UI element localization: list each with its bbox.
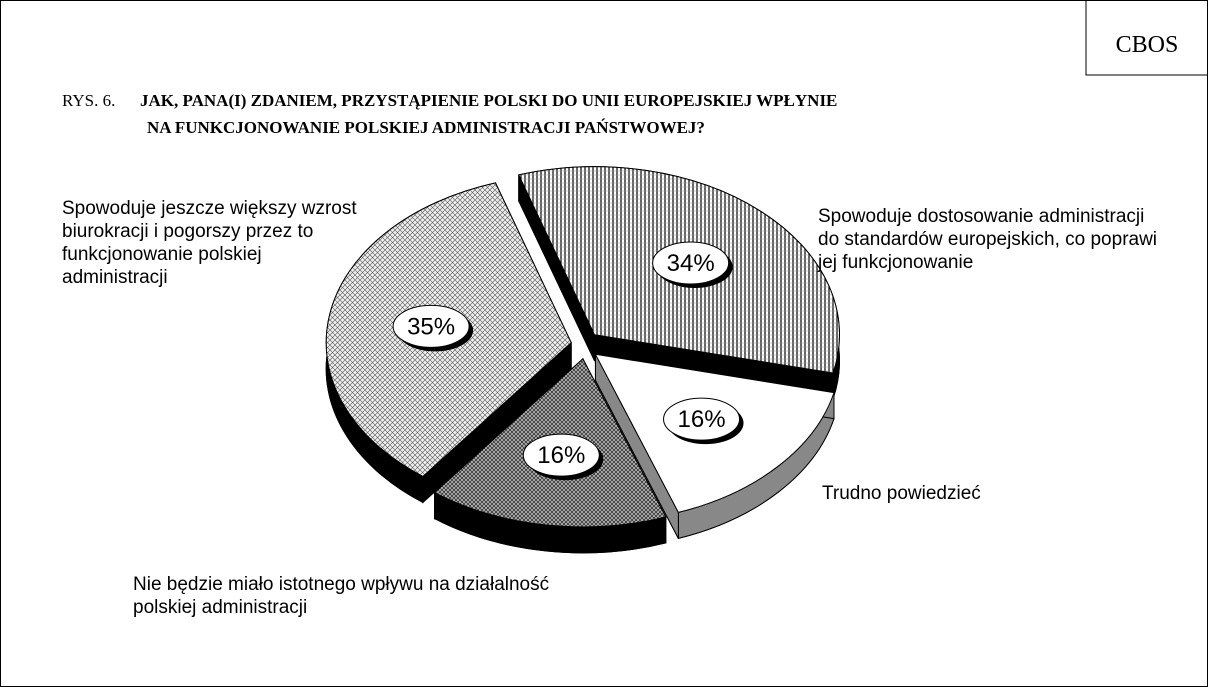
category-label: Trudno powiedzieć — [822, 483, 981, 504]
title: NA FUNKCJONOWANIE POLSKIEJ ADMINISTRACJI… — [147, 118, 705, 137]
value-label-bg — [392, 304, 470, 348]
value-label-bg — [652, 241, 730, 285]
value-label-bg — [522, 433, 600, 477]
category-label: Spowoduje jeszcze większy wzrost biurokr… — [62, 198, 357, 288]
figure-label: RYS. 6. — [62, 91, 115, 110]
category-label: Spowoduje dostosowanie administracji do … — [818, 206, 1158, 273]
category-label: Nie będzie miało istotnego wpływu na dzi… — [133, 574, 550, 618]
value-label: 16% — [537, 442, 585, 469]
source: CBOS — [1116, 32, 1179, 58]
title: JAK, PANA(I) ZDANIEM, PRZYSTĄPIENIE POLS… — [140, 91, 837, 110]
value-label: 35% — [407, 313, 455, 340]
value-label: 16% — [678, 406, 726, 433]
source-box — [1085, 0, 1208, 76]
value-label-bg — [663, 397, 741, 441]
value-label: 34% — [667, 250, 715, 277]
